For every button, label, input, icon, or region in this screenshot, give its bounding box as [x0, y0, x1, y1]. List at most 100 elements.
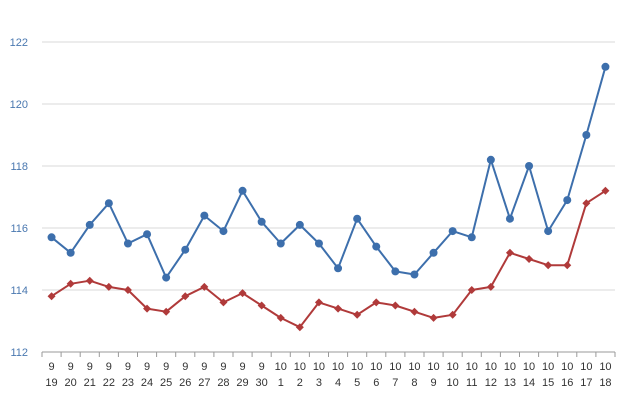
data-point: [505, 214, 514, 223]
data-point: [391, 301, 400, 310]
data-point: [276, 239, 285, 248]
x-tick-label-month: 10: [466, 361, 478, 373]
x-tick-label-month: 9: [87, 361, 93, 373]
data-point: [295, 220, 304, 229]
data-point: [200, 211, 209, 220]
data-point: [104, 282, 113, 291]
data-point: [334, 304, 343, 313]
data-point: [162, 273, 171, 282]
data-point: [544, 261, 553, 270]
x-tick-label-month: 10: [485, 361, 497, 373]
data-point: [448, 227, 457, 236]
data-point: [448, 310, 457, 319]
x-tick-label-month: 9: [163, 361, 169, 373]
data-point: [467, 233, 476, 242]
data-point: [429, 313, 438, 322]
x-tick-label-month: 10: [370, 361, 382, 373]
x-tick-label-day: 29: [236, 377, 248, 389]
x-tick-label-month: 10: [561, 361, 573, 373]
data-point: [295, 323, 304, 332]
data-point: [372, 242, 381, 251]
data-point: [47, 233, 56, 242]
x-tick-label-month: 9: [259, 361, 265, 373]
x-tick-label-day: 14: [523, 377, 535, 389]
x-tick-label-day: 25: [160, 377, 172, 389]
x-tick-label-day: 20: [65, 377, 77, 389]
series-line: [50, 66, 607, 279]
x-tick-label-day: 21: [84, 377, 96, 389]
data-point: [181, 245, 190, 254]
y-tick-label: 120: [10, 99, 28, 111]
x-tick-label-month: 10: [504, 361, 516, 373]
series-group: [47, 62, 610, 332]
x-tick-label-month: 10: [447, 361, 459, 373]
x-tick-label-day: 19: [45, 377, 57, 389]
data-point: [219, 298, 228, 307]
x-tick-label-month: 10: [294, 361, 306, 373]
x-tick-label-day: 11: [466, 377, 477, 389]
data-point: [257, 217, 266, 226]
x-tick-label-day: 8: [411, 377, 417, 389]
data-point: [467, 286, 476, 294]
data-point: [47, 292, 56, 301]
data-point: [353, 214, 362, 223]
data-point: [372, 298, 381, 307]
x-tick-label-day: 10: [447, 377, 459, 389]
x-tick-label-day: 23: [122, 377, 134, 389]
data-point: [486, 155, 495, 164]
x-tick-label-day: 18: [599, 377, 611, 389]
x-tick-label-month: 10: [332, 361, 344, 373]
x-tick-label-month: 10: [580, 361, 592, 373]
y-tick-label: 118: [10, 161, 28, 173]
x-tick-label-month: 9: [48, 361, 54, 373]
x-tick-label-month: 9: [201, 361, 207, 373]
x-tick-label-day: 15: [542, 377, 554, 389]
x-tick-label-month: 9: [125, 361, 131, 373]
data-point: [181, 292, 190, 301]
x-tick-label-month: 10: [389, 361, 401, 373]
data-point: [582, 131, 591, 139]
x-tick-label-month: 9: [144, 361, 150, 373]
data-point: [219, 227, 228, 236]
data-point: [525, 255, 534, 263]
x-tick-label-month: 10: [542, 361, 554, 373]
data-point: [257, 301, 266, 310]
data-point: [66, 248, 75, 257]
x-tick-label-day: 28: [217, 377, 229, 389]
x-tick-label-day: 27: [198, 377, 210, 389]
x-tick-label-month: 10: [427, 361, 439, 373]
data-point: [410, 307, 419, 316]
x-tick-label-month: 10: [408, 361, 420, 373]
data-point: [162, 307, 171, 316]
x-tick-label-day: 3: [316, 377, 322, 389]
data-point: [601, 186, 610, 195]
x-tick-label-month: 9: [239, 361, 245, 373]
series-line: [51, 189, 606, 329]
y-tick-label: 112: [10, 347, 28, 359]
data-point: [276, 313, 285, 322]
data-point: [123, 239, 132, 248]
data-point: [391, 267, 400, 276]
data-point: [563, 261, 572, 270]
data-point: [334, 264, 343, 273]
data-point: [123, 286, 132, 294]
axes: 1121141161181201229199209219229239249259…: [10, 37, 616, 389]
data-point: [143, 304, 152, 313]
data-point: [429, 248, 438, 257]
x-tick-label-day: 16: [561, 377, 573, 389]
data-point: [104, 199, 113, 208]
x-tick-label-day: 1: [278, 377, 284, 389]
data-point: [314, 298, 323, 307]
y-tick-label: 122: [10, 37, 28, 49]
x-tick-label-day: 22: [103, 377, 115, 389]
data-point: [143, 230, 152, 239]
x-tick-label-month: 10: [351, 361, 363, 373]
series-1: [47, 62, 610, 282]
x-tick-label-month: 10: [599, 361, 611, 373]
y-tick-label: 114: [10, 285, 28, 297]
data-point: [85, 220, 94, 229]
data-point: [525, 162, 534, 170]
x-tick-label-day: 17: [580, 377, 592, 389]
